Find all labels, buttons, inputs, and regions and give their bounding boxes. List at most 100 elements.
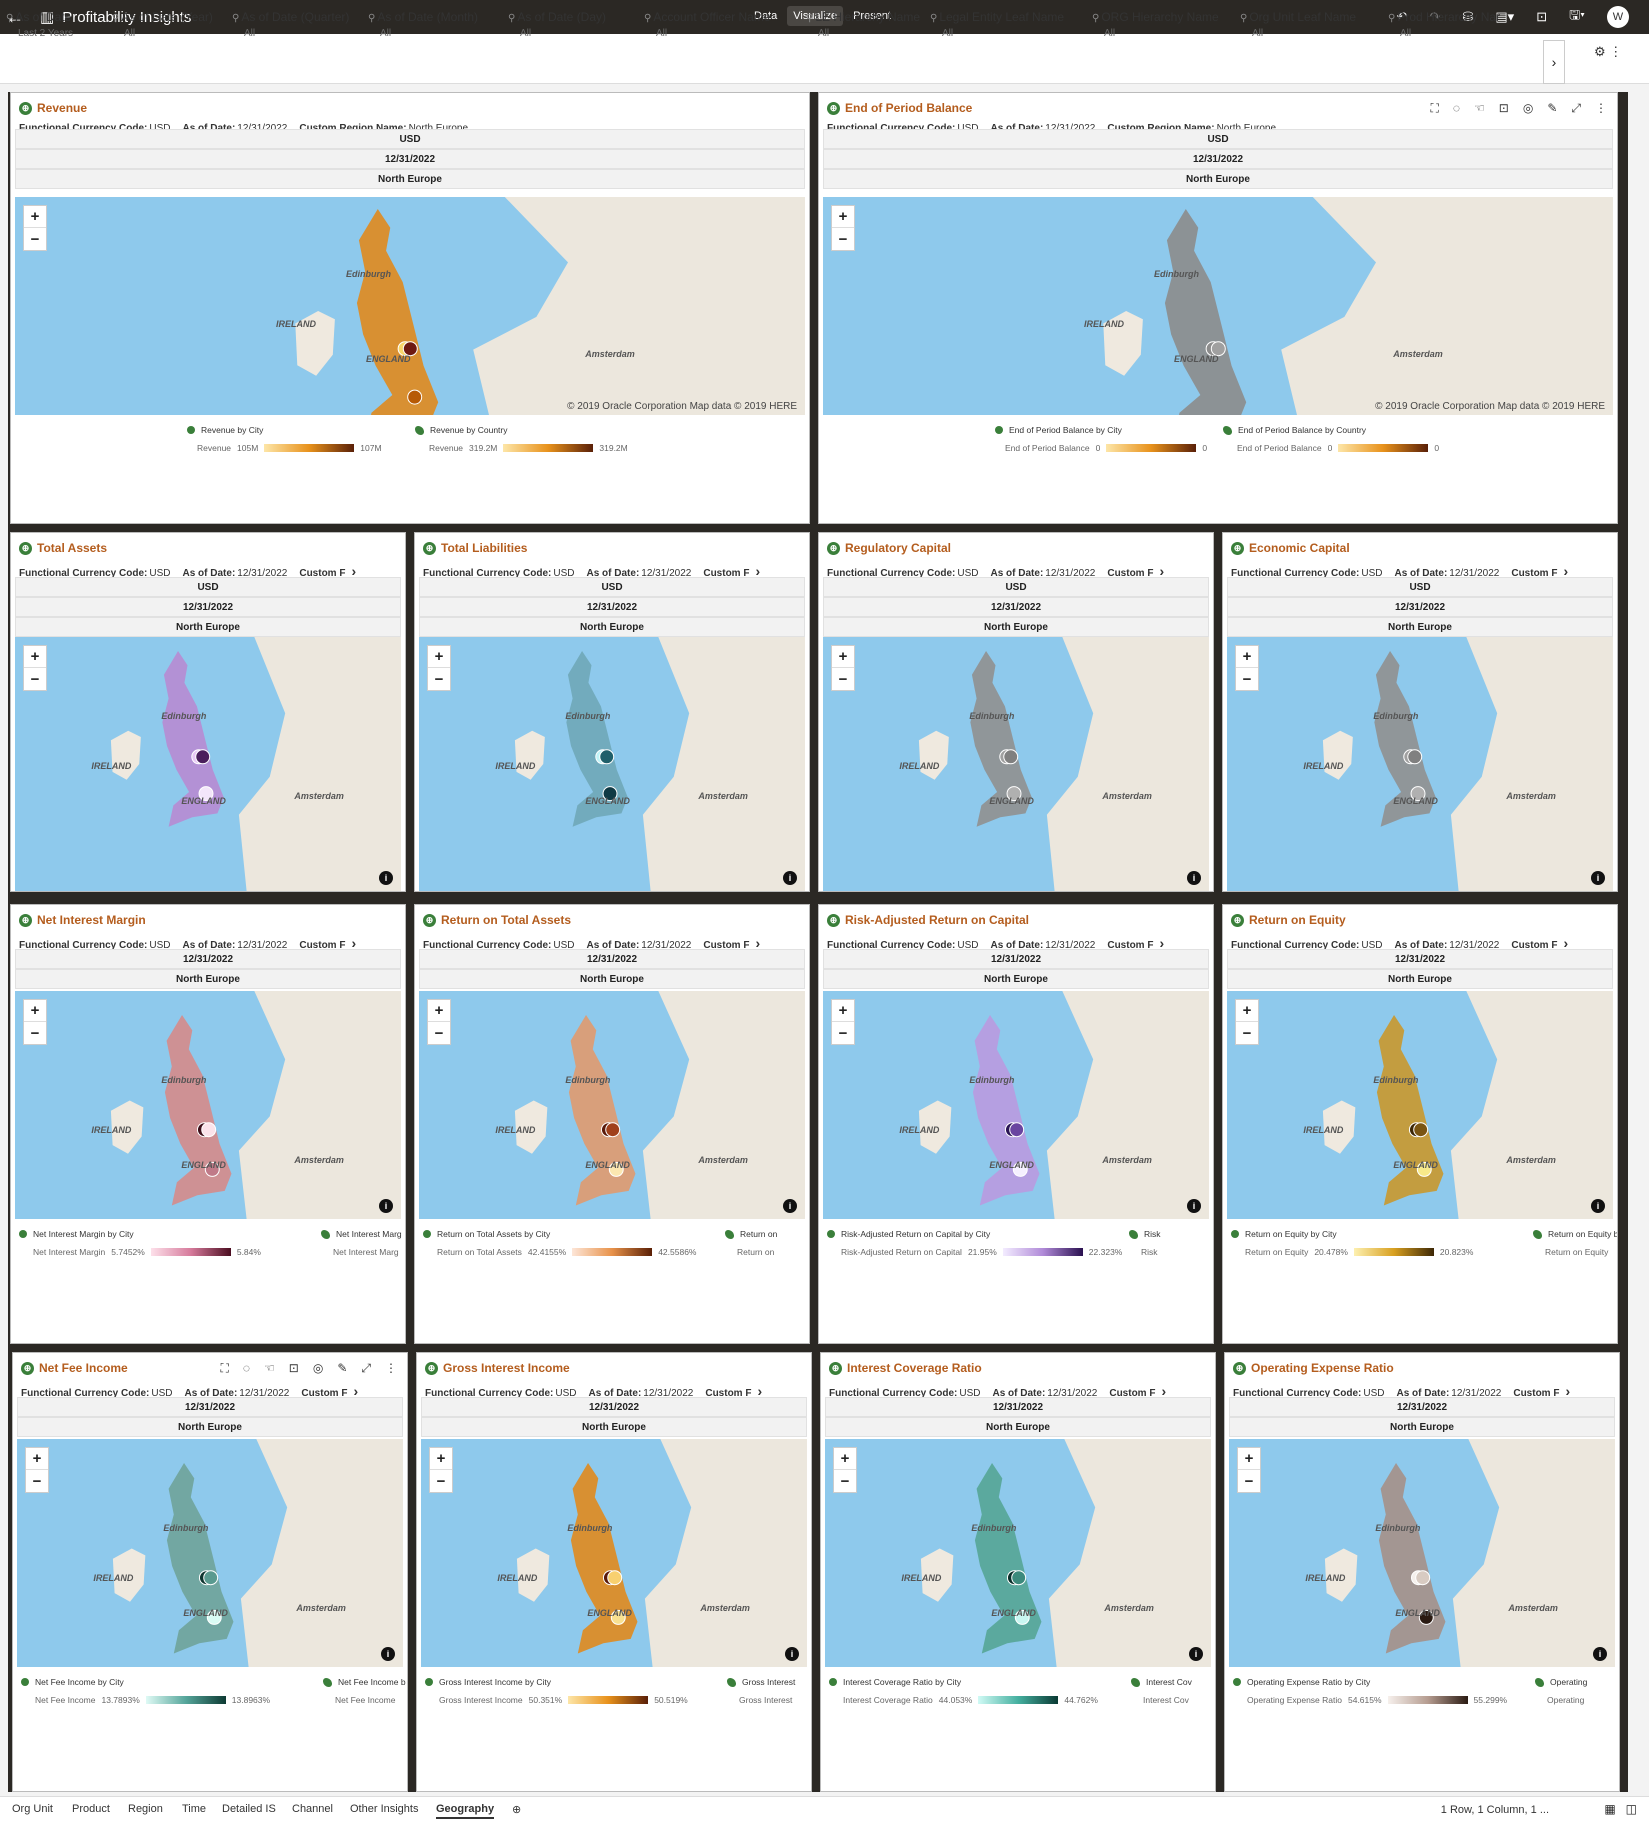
zoom-fit-icon[interactable]: ⊡ [1498,101,1509,115]
filter-4[interactable]: ⚲ As of Date (Day) All [508,10,607,39]
zoom-out-button[interactable]: − [32,1472,42,1490]
legend-city[interactable]: Risk-Adjusted Return on Capital by City [827,1229,990,1239]
legend-city[interactable]: Return on Total Assets by City [423,1229,550,1239]
country-shape[interactable] [166,1463,234,1654]
city-bubble[interactable] [610,1609,626,1625]
map-view[interactable]: Edinburgh IRELAND ENGLAND Amsterdam + − i [825,1439,1211,1667]
city-bubble[interactable] [602,786,618,802]
subtitle-more-icon[interactable]: › [1565,1383,1571,1399]
info-icon[interactable]: i [1591,871,1605,885]
canvas-tab-7[interactable]: Geography [436,1803,495,1819]
select-icon[interactable]: ⛶ [1430,101,1439,115]
city-bubble[interactable] [1003,749,1019,765]
legend-country[interactable]: Gross Interest [727,1677,795,1687]
legend-country[interactable]: Return on Equity b [1533,1229,1617,1239]
country-shape[interactable] [1376,1015,1444,1206]
zoom-out-button[interactable]: − [30,230,40,248]
legend-city[interactable]: Revenue by City [187,425,263,435]
map-view[interactable]: Edinburgh IRELAND ENGLAND Amsterdam + − © 2… [823,197,1613,415]
subtitle-more-icon[interactable]: › [351,563,357,579]
legend-country[interactable]: Net Interest Marg [321,1229,402,1239]
zoom-in-button[interactable]: + [832,1000,854,1022]
zoom-in-button[interactable]: + [428,646,450,668]
subtitle-more-icon[interactable]: › [755,563,761,579]
zoom-out-button[interactable]: − [1242,670,1252,688]
viz-tile[interactable]: ⊕ Risk-Adjusted Return on Capital Functio… [818,904,1214,1344]
viz-tile[interactable]: ⊕ Net Interest Margin Functional Currency… [10,904,406,1344]
filter-10[interactable]: ⚲ Prod Hierarchy Nar All [1388,10,1501,39]
country-shape[interactable] [1164,209,1247,415]
subtitle-more-icon[interactable]: › [1159,935,1165,951]
zoom-out-button[interactable]: − [838,670,848,688]
viz-tile[interactable]: ⊕ Return on Total Assets Functional Curre… [414,904,810,1344]
legend-city[interactable]: End of Period Balance by City [995,425,1122,435]
maximize-icon[interactable]: ⤢ [361,1361,371,1375]
viz-tile[interactable]: ⊕ Net Fee Income ⛶ ◌ ☜ ⊡ ◎ ✎ ⤢ ⋮ Functional Curre… [12,1352,408,1792]
map-view[interactable]: Edinburgh IRELAND ENGLAND Amsterdam + − i [1227,637,1613,891]
country-shape[interactable] [970,651,1032,827]
info-icon[interactable]: i [1189,1647,1203,1661]
subtitle-more-icon[interactable]: › [353,1383,359,1399]
canvas-tab-3[interactable]: Time [182,1803,207,1815]
zoom-in-button[interactable]: + [1236,646,1258,668]
info-icon[interactable]: i [379,871,393,885]
legend-country[interactable]: Revenue by Country [415,425,508,435]
legend-city[interactable]: Gross Interest Income by City [425,1677,551,1687]
country-shape[interactable] [568,1015,636,1206]
legend-country[interactable]: End of Period Balance by Country [1223,425,1366,435]
zoom-out-button[interactable]: − [436,1472,446,1490]
city-bubble[interactable] [1410,786,1426,802]
subtitle-more-icon[interactable]: › [1563,563,1569,579]
filter-7[interactable]: ⚲ Legal Entity Leaf Name All [930,10,1065,39]
country-shape[interactable] [356,209,439,415]
zoom-in-button[interactable]: + [832,646,854,668]
info-icon[interactable]: i [1187,871,1201,885]
city-bubble[interactable] [206,1609,222,1625]
edit-icon[interactable]: ✎ [337,1361,348,1375]
info-icon[interactable]: i [381,1647,395,1661]
undo-icon[interactable]: ↶ [1396,9,1408,24]
subtitle-more-icon[interactable]: › [1159,563,1165,579]
city-bubble[interactable] [1413,1122,1429,1138]
canvas-tab-5[interactable]: Channel [292,1803,333,1815]
country-shape[interactable] [1378,1463,1446,1654]
filter-0[interactable]: ⚲ As of Date Last 2 Years [6,10,74,39]
canvas-tab-0[interactable]: Org Unit [12,1803,53,1815]
city-bubble[interactable] [608,1161,624,1177]
viz-tile[interactable]: ⊕ Total Assets Functional Currency Code: U… [10,532,406,892]
maximize-icon[interactable]: ⤢ [1571,101,1581,115]
subtitle-more-icon[interactable]: › [755,935,761,951]
filter-9[interactable]: ⚲ Org Unit Leaf Name All [1240,10,1357,39]
map-view[interactable]: Edinburgh IRELAND ENGLAND Amsterdam + − i [421,1439,807,1667]
legend-city[interactable]: Net Interest Margin by City [19,1229,134,1239]
legend-country[interactable]: Operating [1535,1677,1587,1687]
country-shape[interactable] [164,1015,232,1206]
zoom-in-button[interactable]: + [24,1000,46,1022]
zoom-in-button[interactable]: + [1236,1000,1258,1022]
map-view[interactable]: Edinburgh IRELAND ENGLAND Amsterdam + − i [419,637,805,891]
city-bubble[interactable] [1006,786,1022,802]
canvas-tab-6[interactable]: Other Insights [350,1803,419,1815]
select-icon[interactable]: ⛶ [220,1361,229,1375]
map-view[interactable]: Edinburgh IRELAND ENGLAND Amsterdam + − i [15,637,401,891]
country-shape[interactable] [162,651,224,827]
zoom-out-button[interactable]: − [30,670,40,688]
map-view[interactable]: Edinburgh IRELAND ENGLAND Amsterdam + − © 2… [15,197,805,415]
country-shape[interactable] [570,1463,638,1654]
zoom-in-button[interactable]: + [1238,1448,1260,1470]
legend-city[interactable]: Interest Coverage Ratio by City [829,1677,961,1687]
legend-country[interactable]: Net Fee Income b [323,1677,406,1687]
zoom-out-button[interactable]: − [434,670,444,688]
filter-8[interactable]: ⚲ ORG Hierarchy Name All [1092,10,1219,39]
city-bubble[interactable] [203,1570,219,1586]
pan-icon[interactable]: ☜ [1474,101,1485,115]
legend-country[interactable]: Interest Cov [1131,1677,1192,1687]
mode-visualize[interactable]: Visualize [787,6,844,26]
zoom-in-button[interactable]: + [24,646,46,668]
viz-tile[interactable]: ⊕ Gross Interest Income Functional Curren… [416,1352,812,1792]
zoom-out-button[interactable]: − [434,1024,444,1042]
zoom-out-button[interactable]: − [1242,1024,1252,1042]
zoom-in-button[interactable]: + [834,1448,856,1470]
save-menu-icon[interactable]: 🖫▾ [1569,7,1585,22]
data-refresh-icon[interactable]: ⛁ [1462,9,1474,24]
